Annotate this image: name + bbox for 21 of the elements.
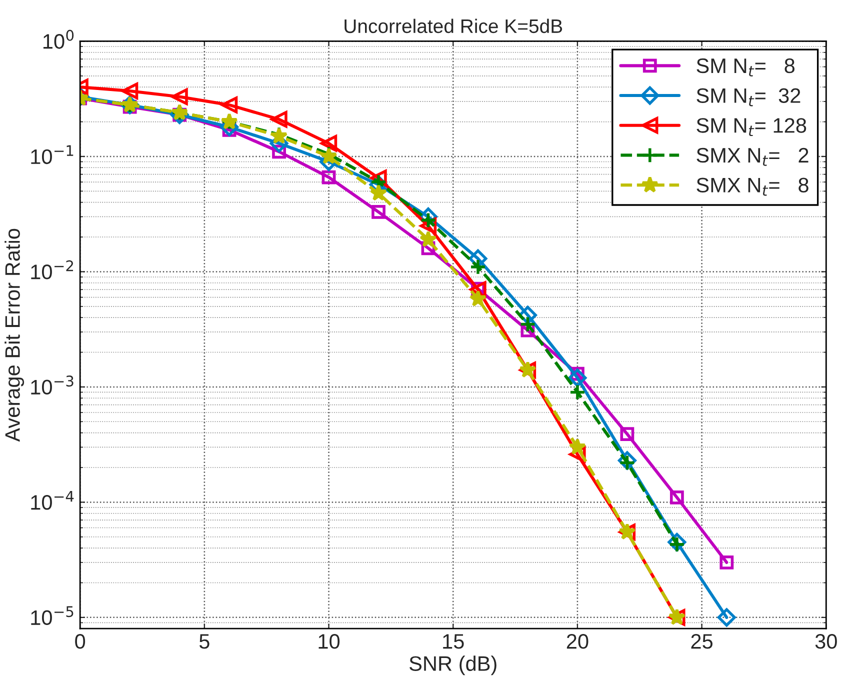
legend-label: SM N$_{t}$= 8 bbox=[696, 58, 795, 76]
x-tick-label: 20 bbox=[566, 634, 588, 649]
y-tick-label: 10$^{0}$ bbox=[43, 30, 74, 49]
x-tick-label: 0 bbox=[75, 634, 86, 649]
legend-label: SM N$_{t}$= 32 bbox=[696, 88, 800, 106]
legend-label: SMX N$_{t}$= 8 bbox=[696, 178, 808, 196]
y-tick-label: 10$^{−4}$ bbox=[31, 490, 74, 510]
y-tick-label: 10$^{−5}$ bbox=[31, 606, 74, 626]
y-tick-label: 10$^{−2}$ bbox=[31, 260, 74, 280]
y-tick-label: 10$^{−1}$ bbox=[31, 145, 74, 164]
y-tick-label: 10$^{−3}$ bbox=[31, 376, 74, 395]
y-axis-title: Average Bit Error Ratio bbox=[4, 228, 24, 442]
x-tick-label: 10 bbox=[318, 634, 340, 649]
x-tick-label: 25 bbox=[691, 634, 713, 649]
x-axis-title: SNR (dB) bbox=[409, 656, 496, 676]
legend-label: SMX N$_{t}$= 2 bbox=[696, 148, 808, 166]
x-tick-label: 15 bbox=[443, 634, 464, 649]
legend-label: SM N$_{t}$= 128 bbox=[696, 118, 806, 136]
x-tick-label: 30 bbox=[815, 634, 837, 649]
chart-title: Uncorrelated Rice K=5dB bbox=[344, 18, 562, 34]
x-tick-label: 5 bbox=[199, 634, 210, 649]
